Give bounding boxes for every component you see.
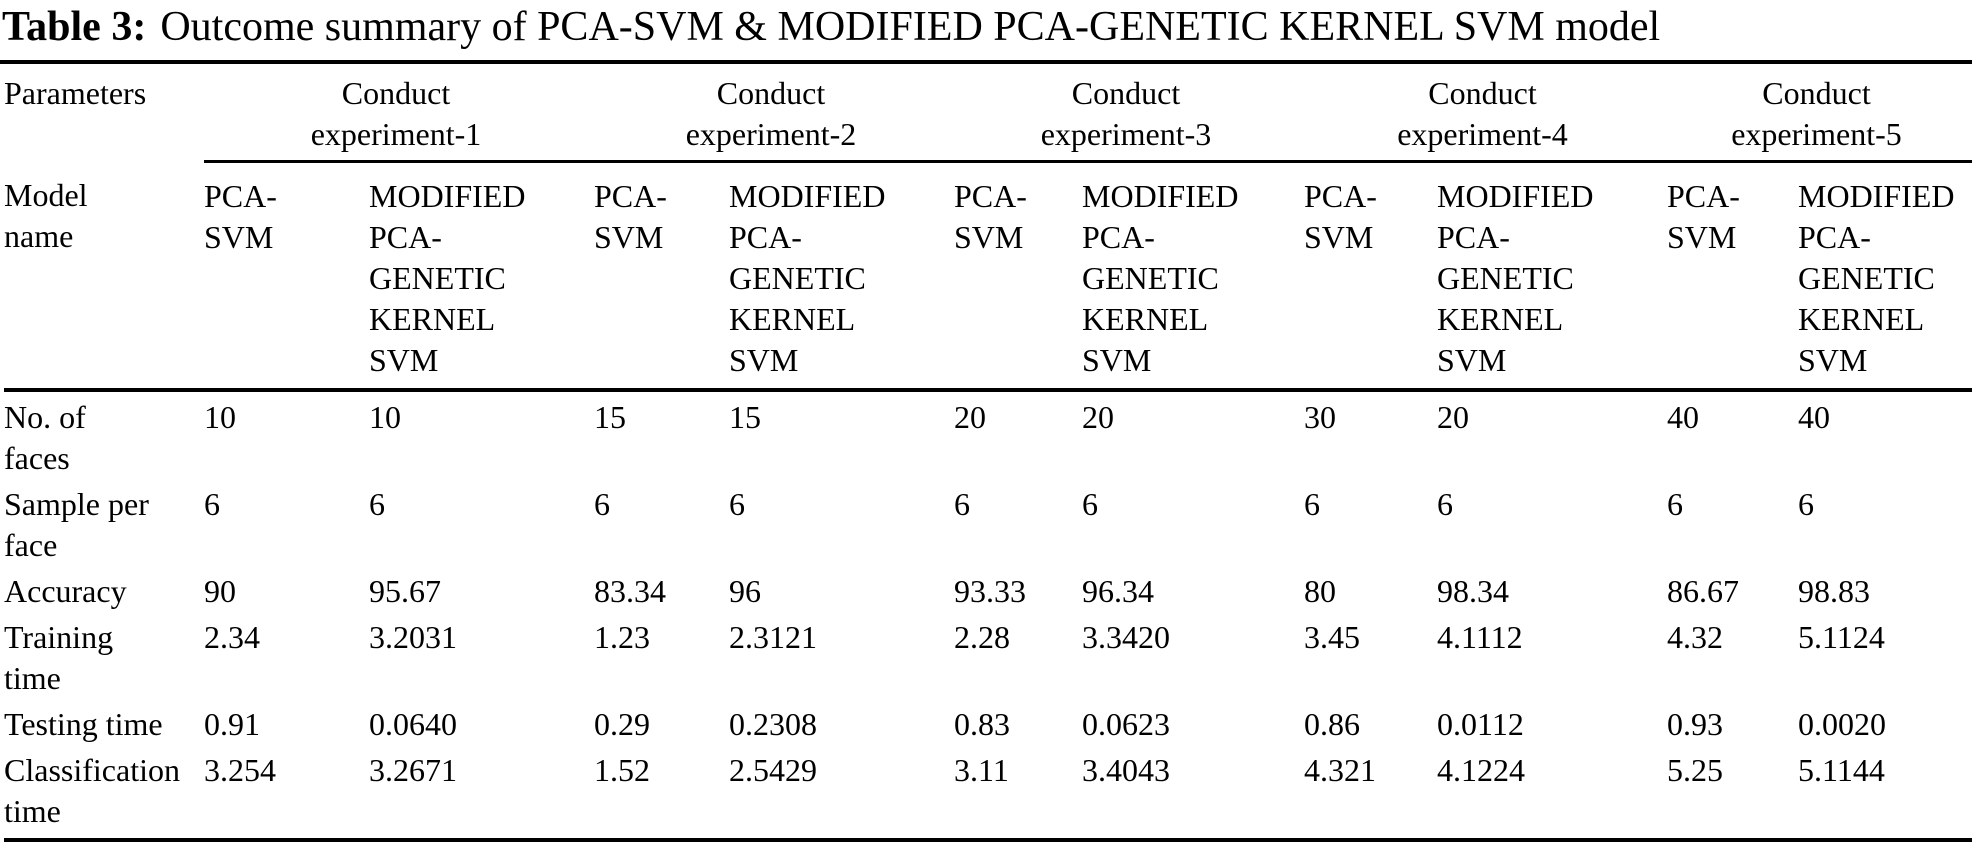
cell-value: 6 <box>1082 486 1098 522</box>
row-label: Sample per face <box>4 486 149 563</box>
parameters-header: Parameters <box>4 75 147 111</box>
header-exp2-pca-svm: PCA- SVM <box>594 161 729 392</box>
model-name-header: Model name <box>4 161 204 392</box>
cell-value: 6 <box>369 486 385 522</box>
row-label: Testing time <box>4 706 163 742</box>
cell-value: 30 <box>1304 399 1336 435</box>
row-testing-time: Testing time 0.91 0.0640 0.29 0.2308 0.8… <box>4 699 1972 745</box>
cell-value: 2.34 <box>204 619 260 655</box>
cell-value: 0.0640 <box>369 706 457 742</box>
cell-value: 0.0623 <box>1082 706 1170 742</box>
cell-value: 0.29 <box>594 706 650 742</box>
cell-value: 3.254 <box>204 745 369 842</box>
cell-value: 0.0112 <box>1437 706 1524 742</box>
cell-value: 90 <box>204 573 236 609</box>
cell-value: 2.28 <box>954 619 1010 655</box>
cell-value: 96 <box>729 573 761 609</box>
cell-value: 83.34 <box>594 573 666 609</box>
cell-value: 96.34 <box>1082 573 1154 609</box>
cell-value: 10 <box>204 399 236 435</box>
cell-value: 4.1112 <box>1437 619 1523 655</box>
header-exp1-pca-svm: PCA- SVM <box>204 161 369 392</box>
cell-value: 6 <box>1304 486 1320 522</box>
column-header-experiment-1: Conduct experiment-1 <box>204 64 594 163</box>
cell-value: 6 <box>954 486 970 522</box>
table-caption-number: Table 3: <box>2 4 147 50</box>
header-exp4-pca-svm: PCA- SVM <box>1304 161 1437 392</box>
cell-value: 15 <box>729 399 761 435</box>
cell-value: 2.3121 <box>729 619 817 655</box>
cell-value: 3.11 <box>954 745 1082 842</box>
table-caption: Table 3: Outcome summary of PCA-SVM & MOD… <box>0 0 1972 64</box>
cell-value: 5.1144 <box>1798 745 1972 842</box>
header-exp4-modified-pca-genetic-kernel-svm: MODIFIED PCA- GENETIC KERNEL SVM <box>1437 161 1667 392</box>
cell-value: 2.5429 <box>729 745 954 842</box>
row-accuracy: Accuracy 90 95.67 83.34 96 93.33 96.34 8… <box>4 566 1972 612</box>
cell-value: 20 <box>1082 399 1114 435</box>
cell-value: 40 <box>1798 399 1830 435</box>
cell-value: 20 <box>954 399 986 435</box>
cell-value: 5.1124 <box>1798 619 1885 655</box>
row-label: Training time <box>4 619 114 696</box>
cell-value: 4.321 <box>1304 745 1437 842</box>
row-classification-time: Classification time 3.254 3.2671 1.52 2.… <box>4 745 1972 842</box>
cell-value: 3.2671 <box>369 745 594 842</box>
cell-value: 0.83 <box>954 706 1010 742</box>
cell-value: 1.23 <box>594 619 650 655</box>
row-no-of-faces: No. of faces 10 10 15 15 20 20 30 20 40 … <box>4 390 1972 479</box>
header-exp3-modified-pca-genetic-kernel-svm: MODIFIED PCA- GENETIC KERNEL SVM <box>1082 161 1304 392</box>
column-header-experiment-3: Conduct experiment-3 <box>954 64 1304 163</box>
header-exp5-modified-pca-genetic-kernel-svm: MODIFIED PCA- GENETIC KERNEL SVM <box>1798 161 1972 392</box>
row-sample-per-face: Sample per face 6 6 6 6 6 6 6 6 6 6 <box>4 479 1972 566</box>
cell-value: 4.32 <box>1667 619 1723 655</box>
header-exp1-modified-pca-genetic-kernel-svm: MODIFIED PCA- GENETIC KERNEL SVM <box>369 161 594 392</box>
column-header-experiment-4: Conduct experiment-4 <box>1304 64 1667 163</box>
cell-value: 6 <box>594 486 610 522</box>
header-exp2-modified-pca-genetic-kernel-svm: MODIFIED PCA- GENETIC KERNEL SVM <box>729 161 954 392</box>
cell-value: 3.2031 <box>369 619 457 655</box>
header-exp3-pca-svm: PCA- SVM <box>954 161 1082 392</box>
cell-value: 5.25 <box>1667 745 1798 842</box>
cell-value: 6 <box>1798 486 1814 522</box>
cell-value: 6 <box>729 486 745 522</box>
cell-value: 10 <box>369 399 401 435</box>
cell-value: 1.52 <box>594 745 729 842</box>
row-training-time: Training time 2.34 3.2031 1.23 2.3121 2.… <box>4 612 1972 699</box>
outcome-table: Parameters Conduct experiment-1 Conduct … <box>4 64 1972 842</box>
cell-value: 0.91 <box>204 706 260 742</box>
experiment-header-row: Parameters Conduct experiment-1 Conduct … <box>4 64 1972 163</box>
cell-value: 0.93 <box>1667 706 1723 742</box>
cell-value: 98.83 <box>1798 573 1870 609</box>
column-header-experiment-5: Conduct experiment-5 <box>1667 64 1972 163</box>
cell-value: 6 <box>204 486 220 522</box>
cell-value: 0.86 <box>1304 706 1360 742</box>
cell-value: 95.67 <box>369 573 441 609</box>
cell-value: 3.3420 <box>1082 619 1170 655</box>
row-label: Classification time <box>4 745 204 842</box>
column-header-experiment-2: Conduct experiment-2 <box>594 64 954 163</box>
row-label: Accuracy <box>4 573 127 609</box>
model-name-header-row: Model name PCA- SVM MODIFIED PCA- GENETI… <box>4 161 1972 392</box>
header-exp5-pca-svm: PCA- SVM <box>1667 161 1798 392</box>
cell-value: 15 <box>594 399 626 435</box>
cell-value: 86.67 <box>1667 573 1739 609</box>
cell-value: 0.0020 <box>1798 706 1886 742</box>
cell-value: 98.34 <box>1437 573 1509 609</box>
cell-value: 4.1224 <box>1437 745 1667 842</box>
cell-value: 0.2308 <box>729 706 817 742</box>
cell-value: 3.45 <box>1304 619 1360 655</box>
cell-value: 40 <box>1667 399 1699 435</box>
row-label: No. of faces <box>4 399 86 476</box>
cell-value: 6 <box>1667 486 1683 522</box>
cell-value: 20 <box>1437 399 1469 435</box>
table-caption-text: Outcome summary of PCA-SVM & MODIFIED PC… <box>160 4 1661 50</box>
cell-value: 6 <box>1437 486 1453 522</box>
cell-value: 80 <box>1304 573 1336 609</box>
cell-value: 3.4043 <box>1082 745 1304 842</box>
cell-value: 93.33 <box>954 573 1026 609</box>
